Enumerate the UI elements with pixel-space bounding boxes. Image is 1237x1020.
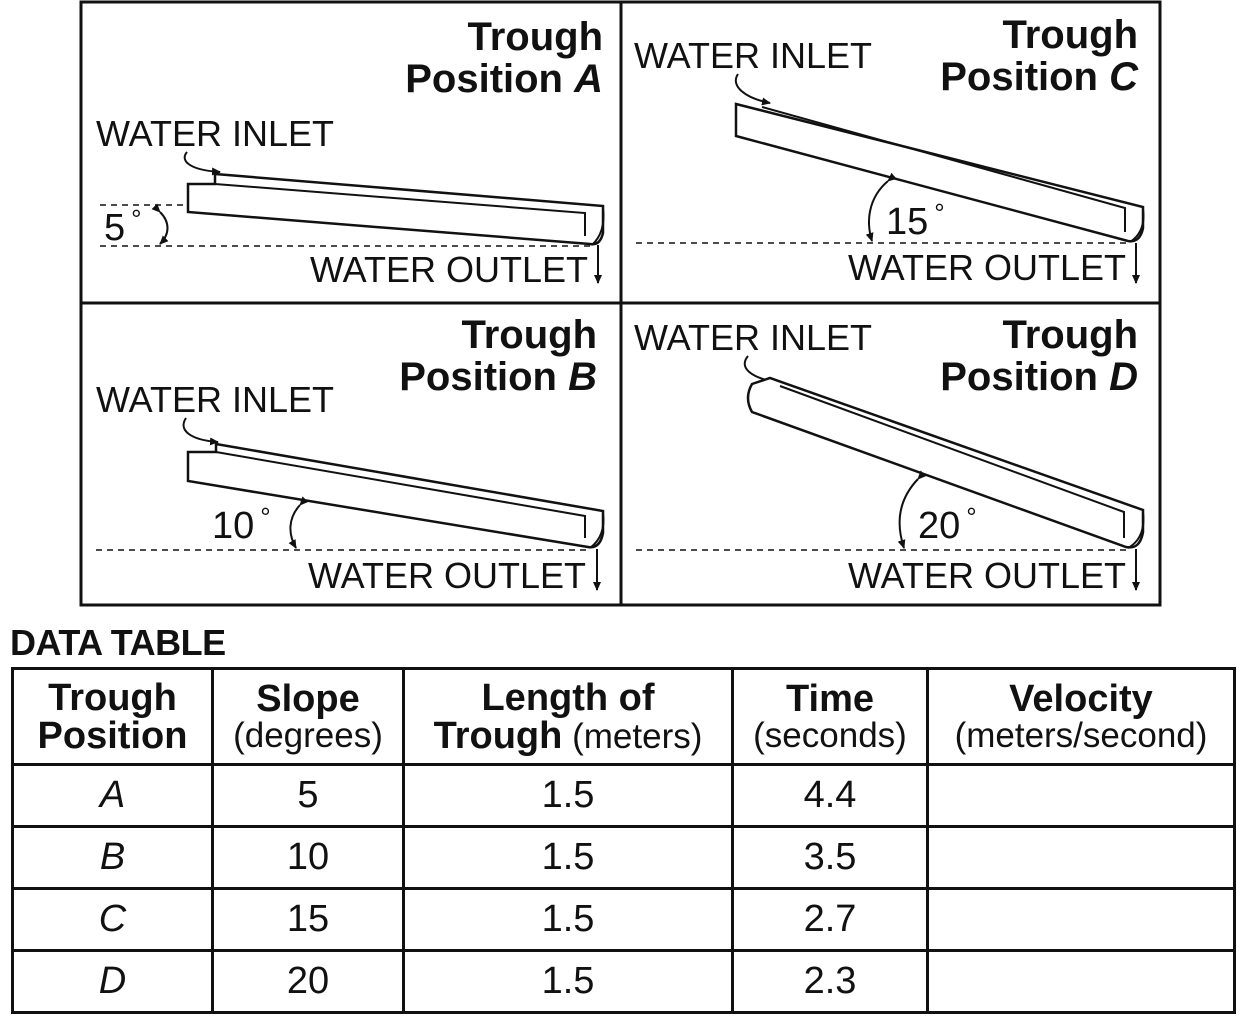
table-row: D 20 1.5 2.3 xyxy=(11,949,1236,1014)
table-row: A 5 1.5 4.4 xyxy=(11,763,1236,828)
panel-b-trough-end xyxy=(589,512,605,549)
panel-b-angle-label: 10 ° xyxy=(212,502,271,547)
header-trough-position: Trough Position xyxy=(11,667,214,766)
panel-b-trough-rim xyxy=(215,451,586,538)
table-row: B 10 1.5 3.5 xyxy=(11,825,1236,890)
panel-d-outlet-label: WATER OUTLET xyxy=(848,555,1126,596)
panel-b-inlet-label: WATER INLET xyxy=(96,379,334,420)
panel-c-title-line1: Trough xyxy=(1002,13,1138,57)
header-velocity: Velocity (meters/second) xyxy=(926,667,1236,766)
panel-b-title-line2: Position B xyxy=(399,355,597,399)
header-slope: Slope (degrees) xyxy=(211,667,405,766)
data-table-title: DATA TABLE xyxy=(10,622,226,663)
cell-position: B xyxy=(11,825,214,890)
panel-c-outlet-label: WATER OUTLET xyxy=(848,247,1126,288)
panel-a-angle-arc xyxy=(151,203,169,245)
trough-diagram: Trough Position A WATER INLET 5 ° WATER O… xyxy=(79,0,1162,607)
panel-d-trough xyxy=(746,376,1145,549)
cell-time: 3.5 xyxy=(731,825,929,890)
panel-a-outlet-label: WATER OUTLET xyxy=(310,249,588,290)
panel-d-angle-arc xyxy=(897,470,927,549)
header-length: Length of Trough (meters) xyxy=(402,667,734,766)
cell-time: 4.4 xyxy=(731,763,929,828)
cell-slope: 10 xyxy=(211,825,405,890)
panel-c-inlet-arrow xyxy=(735,73,771,106)
panel-b-angle-arc xyxy=(288,496,309,549)
cell-position: D xyxy=(11,949,214,1014)
panel-c-trough-end xyxy=(1129,208,1145,243)
panel-d-inlet-label: WATER INLET xyxy=(634,317,872,358)
panel-d-trough-end xyxy=(1127,511,1145,549)
cell-time: 2.7 xyxy=(731,887,929,952)
panel-a-angle-label: 5 ° xyxy=(104,204,142,249)
cell-length: 1.5 xyxy=(402,949,734,1014)
cell-slope: 20 xyxy=(211,949,405,1014)
panel-a-trough-rim xyxy=(214,183,586,236)
panel-b-trough xyxy=(186,442,605,549)
cell-velocity xyxy=(926,949,1236,1014)
table-row: C 15 1.5 2.7 xyxy=(11,887,1236,952)
panel-d-trough-rim xyxy=(779,385,1125,538)
panel-b-inlet-arrow xyxy=(182,417,219,446)
panel-d-title-line2: Position D xyxy=(940,355,1138,399)
panel-a-inlet-arrow xyxy=(183,151,221,176)
panel-c-trough-rim xyxy=(761,106,1126,232)
panel-a-trough xyxy=(186,172,605,246)
panel-b-outlet-label: WATER OUTLET xyxy=(308,555,586,596)
panel-c-inlet-label: WATER INLET xyxy=(634,35,872,76)
panel-d-title-line1: Trough xyxy=(1002,313,1138,357)
panel-c-angle-label: 15 ° xyxy=(886,198,945,243)
panel-c-angle-arc xyxy=(865,172,897,242)
panel-trough-b: Trough Position B WATER INLET 10 ° WATER … xyxy=(96,313,605,596)
cell-length: 1.5 xyxy=(402,763,734,828)
cell-length: 1.5 xyxy=(402,887,734,952)
cell-time: 2.3 xyxy=(731,949,929,1014)
panel-b-title-line1: Trough xyxy=(461,313,597,357)
cell-slope: 15 xyxy=(211,887,405,952)
panel-a-title-line2: Position A xyxy=(405,57,603,101)
panel-a-inlet-label: WATER INLET xyxy=(96,113,334,154)
cell-position: C xyxy=(11,887,214,952)
cell-length: 1.5 xyxy=(402,825,734,890)
panel-trough-c: Trough Position C WATER INLET 15 ° WATER … xyxy=(634,13,1145,288)
data-table: Trough Position Slope (degrees) Length o… xyxy=(11,667,1236,1014)
panel-trough-a: Trough Position A WATER INLET 5 ° WATER O… xyxy=(96,15,605,290)
cell-slope: 5 xyxy=(211,763,405,828)
panel-a-title-line1: Trough xyxy=(467,15,603,59)
panel-a-trough-end xyxy=(591,207,605,246)
cell-position: A xyxy=(11,763,214,828)
header-time: Time (seconds) xyxy=(731,667,929,766)
table-header-row: Trough Position Slope (degrees) Length o… xyxy=(11,667,1236,766)
panel-d-angle-label: 20 ° xyxy=(918,502,977,547)
cell-velocity xyxy=(926,887,1236,952)
panel-c-title-line2: Position C xyxy=(940,55,1139,99)
panel-c-trough xyxy=(734,102,1145,243)
panel-trough-d: Trough Position D WATER INLET 20 ° WATER … xyxy=(634,313,1145,596)
cell-velocity xyxy=(926,825,1236,890)
cell-velocity xyxy=(926,763,1236,828)
